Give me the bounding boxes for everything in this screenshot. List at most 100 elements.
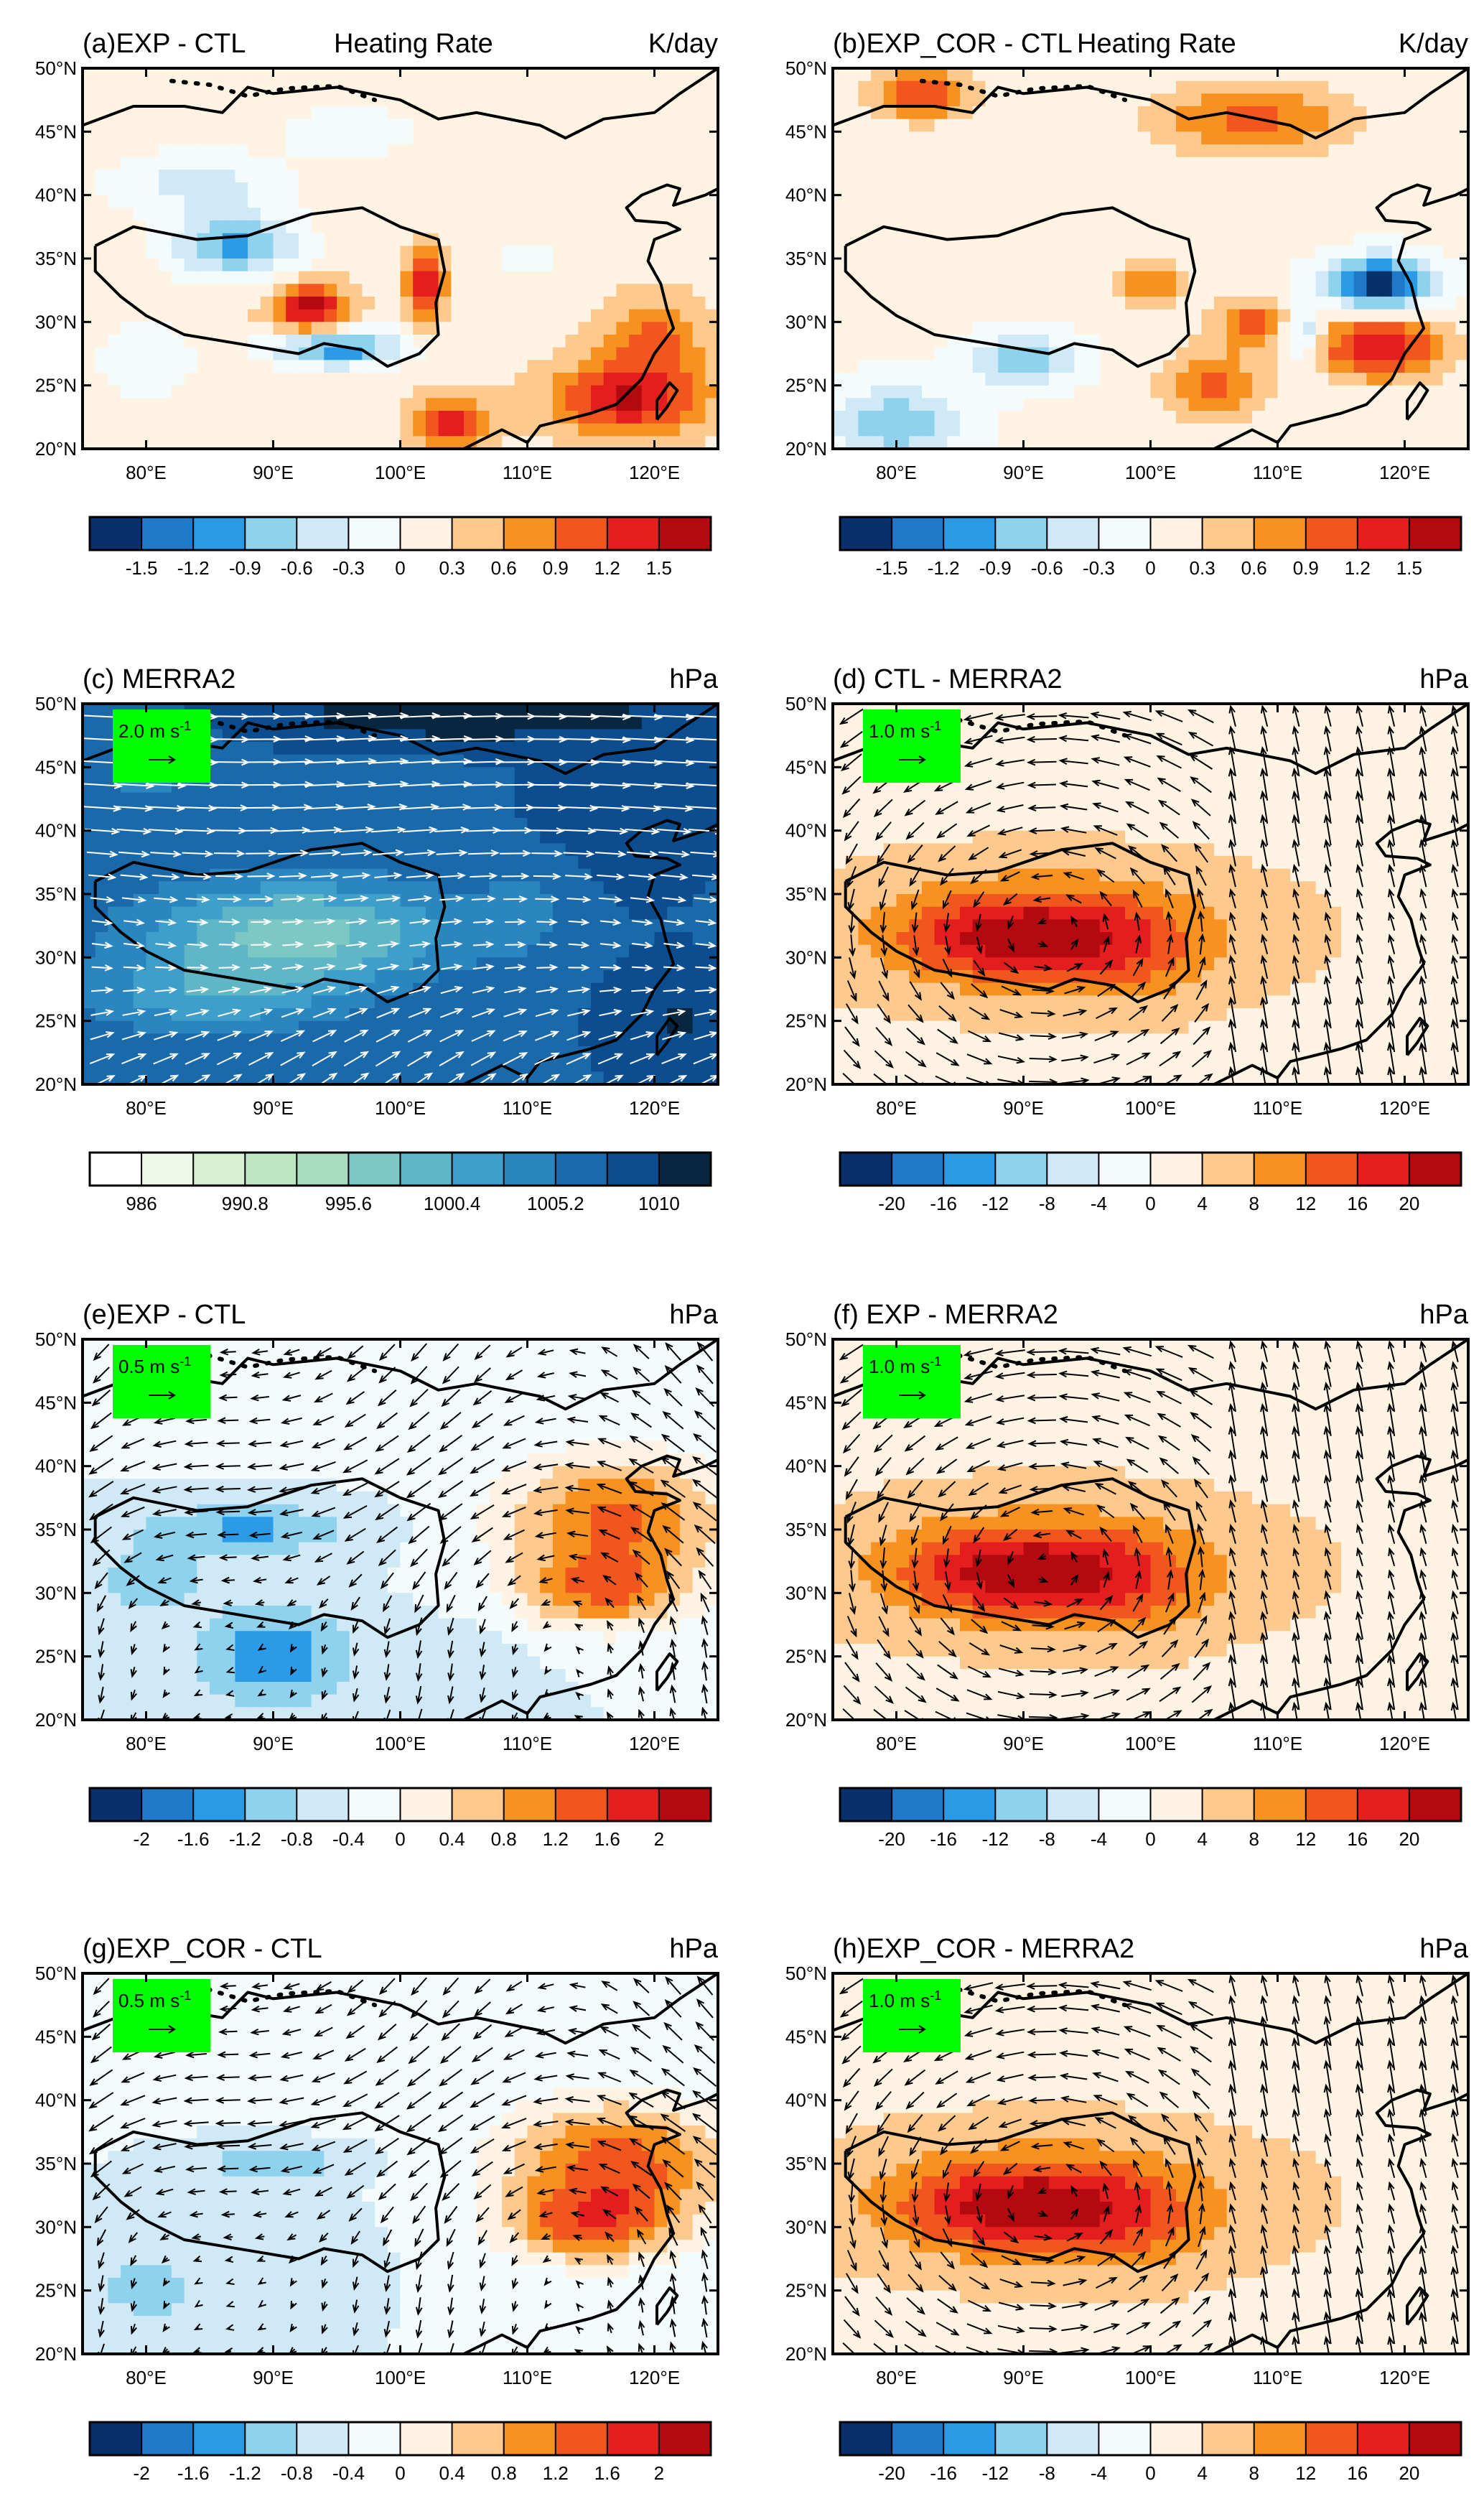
field-cell	[1226, 80, 1240, 94]
field-cell	[1455, 297, 1468, 310]
field-cell	[1099, 68, 1113, 82]
field-cell	[540, 347, 554, 360]
field-cell	[514, 970, 528, 984]
field-cell	[464, 118, 477, 132]
field-cell	[311, 436, 325, 449]
field-cell	[527, 856, 541, 870]
field-cell	[998, 423, 1012, 437]
field-cell	[514, 106, 528, 120]
field-cell	[858, 423, 872, 437]
wind-vector	[248, 1030, 274, 1042]
field-cell	[1366, 131, 1380, 145]
field-cell	[197, 1020, 210, 1034]
field-cell	[108, 436, 121, 449]
field-cell	[159, 411, 172, 424]
field-cell	[222, 1071, 235, 1084]
field-cell	[972, 373, 986, 386]
field-cell	[476, 944, 490, 958]
field-cell	[1226, 144, 1240, 158]
field-cell	[1163, 322, 1177, 335]
field-cell	[1150, 309, 1164, 322]
field-cell	[324, 106, 337, 120]
field-cell	[985, 436, 999, 449]
field-cell	[235, 118, 248, 132]
field-cell	[883, 131, 897, 145]
field-cell	[705, 335, 718, 348]
field-cell	[349, 297, 363, 310]
field-cell	[909, 182, 923, 196]
field-cell	[1048, 297, 1063, 310]
field-cell	[235, 1033, 248, 1047]
field-cell	[591, 259, 605, 272]
field-cell	[679, 982, 694, 996]
field-cell	[502, 436, 515, 449]
field-cell	[514, 1033, 528, 1047]
lat-tick-label: 35°N	[785, 248, 827, 269]
field-cell	[286, 195, 299, 208]
field-cell	[527, 246, 541, 259]
field-cell	[502, 373, 515, 386]
field-cell	[616, 932, 630, 946]
field-cell	[616, 944, 630, 958]
field-cell	[883, 80, 897, 94]
field-cell	[413, 792, 426, 806]
field-cell	[1188, 80, 1202, 94]
field-cell	[425, 411, 439, 424]
field-cell	[1315, 233, 1329, 246]
field-cell	[286, 1058, 299, 1072]
field-cell	[286, 208, 299, 221]
field-cell	[591, 144, 605, 158]
field-cell	[121, 1071, 134, 1084]
field-cell	[159, 195, 172, 208]
colorbar-frame	[88, 516, 712, 551]
field-cell	[603, 169, 617, 183]
field-cell	[934, 208, 948, 221]
field-cell	[133, 818, 147, 832]
field-cell	[1353, 360, 1367, 373]
wind-vector	[377, 985, 400, 995]
field-cell	[95, 284, 108, 297]
field-cell	[375, 169, 388, 183]
field-cell	[95, 436, 108, 449]
field-cell	[502, 780, 515, 793]
field-cell	[210, 906, 223, 920]
field-cell	[909, 423, 923, 437]
wind-vector	[154, 986, 178, 994]
field-cell	[286, 259, 299, 272]
field-cell	[1315, 118, 1329, 132]
field-cell	[1099, 208, 1113, 221]
field-cell	[934, 106, 948, 120]
field-cell	[616, 131, 630, 145]
field-cell	[298, 970, 312, 984]
wind-vector	[182, 850, 214, 857]
field-cell	[400, 423, 414, 437]
field-cell	[578, 131, 592, 145]
field-cell	[476, 906, 490, 920]
field-cell	[362, 169, 375, 183]
field-cell	[1341, 144, 1355, 158]
field-cell	[540, 818, 554, 832]
field-cell	[1277, 335, 1291, 348]
field-cell	[375, 818, 388, 832]
field-cell	[349, 195, 363, 208]
wind-vector	[187, 941, 209, 949]
field-cell	[387, 970, 401, 984]
field-cell	[667, 716, 681, 730]
field-cell	[1341, 347, 1355, 360]
field-cell	[1366, 284, 1380, 297]
wind-vector	[314, 941, 336, 948]
field-cell	[260, 436, 274, 449]
wind-vector	[632, 918, 653, 926]
field-cell	[1239, 347, 1253, 360]
field-cell	[451, 233, 465, 246]
field-cell	[641, 970, 655, 984]
field-cell	[1366, 118, 1380, 132]
field-cell	[1048, 284, 1063, 297]
field-cell	[197, 1033, 210, 1047]
field-cell	[1366, 233, 1380, 246]
field-cell	[273, 704, 286, 717]
field-cell	[1328, 131, 1342, 145]
field-cell	[578, 93, 592, 107]
field-cell	[1048, 436, 1063, 449]
field-cell	[260, 792, 274, 806]
